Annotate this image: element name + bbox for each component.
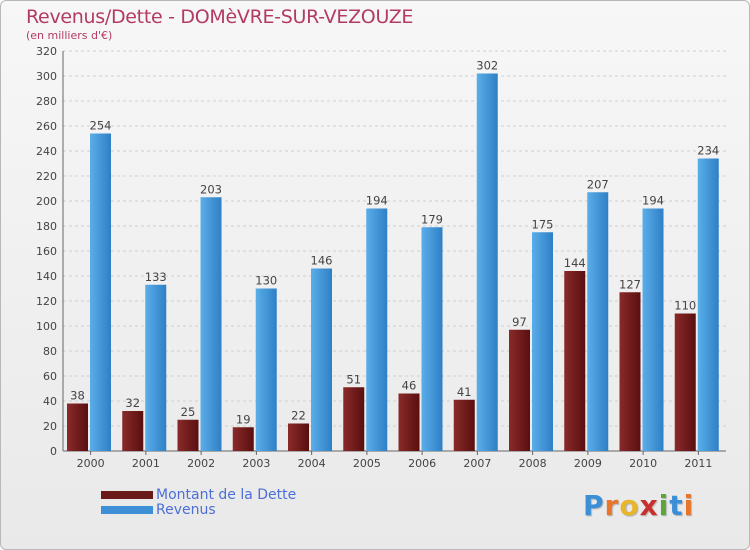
data-label: 46 xyxy=(402,379,417,393)
data-label: 130 xyxy=(255,274,277,288)
bar-dette xyxy=(122,411,144,451)
data-label: 234 xyxy=(697,144,719,158)
bar-dette xyxy=(564,271,586,451)
y-tick-label: 180 xyxy=(36,220,57,233)
bar-revenus xyxy=(421,227,443,451)
logo-letter: r xyxy=(604,489,620,522)
logo-letter: o xyxy=(619,489,640,522)
bar-dette xyxy=(619,292,641,451)
legend-swatch-revenus xyxy=(101,506,153,514)
y-tick-label: 40 xyxy=(43,395,57,408)
y-tick-label: 260 xyxy=(36,120,57,133)
x-tick-label: 2002 xyxy=(187,457,215,470)
bar-dette xyxy=(67,403,88,451)
data-label: 25 xyxy=(181,405,196,419)
data-label: 194 xyxy=(366,194,388,208)
x-tick-label: 2005 xyxy=(353,457,381,470)
y-tick-label: 100 xyxy=(36,320,57,333)
x-tick-label: 2000 xyxy=(77,457,105,470)
bar-revenus xyxy=(476,73,498,451)
data-label: 194 xyxy=(642,194,664,208)
bar-revenus xyxy=(642,208,664,451)
data-label: 146 xyxy=(311,254,333,268)
y-tick-label: 60 xyxy=(43,370,57,383)
y-tick-label: 160 xyxy=(36,245,57,258)
x-tick-label: 2008 xyxy=(519,457,547,470)
y-tick-label: 20 xyxy=(43,420,57,433)
bar-revenus xyxy=(366,208,388,451)
y-tick-label: 140 xyxy=(36,270,57,283)
logo-letter: i xyxy=(683,489,695,522)
bar-dette xyxy=(398,393,420,451)
bar-revenus xyxy=(145,284,167,451)
y-tick-label: 80 xyxy=(43,345,57,358)
data-label: 51 xyxy=(346,372,361,386)
y-tick-label: 200 xyxy=(36,195,57,208)
x-tick-label: 2011 xyxy=(684,457,712,470)
x-tick-label: 2004 xyxy=(298,457,326,470)
y-tick-label: 320 xyxy=(36,45,57,58)
bar-revenus xyxy=(90,133,111,451)
data-label: 302 xyxy=(476,59,498,73)
data-label: 133 xyxy=(145,270,167,284)
y-tick-label: 240 xyxy=(36,145,57,158)
data-label: 207 xyxy=(587,177,609,191)
data-label: 127 xyxy=(619,277,641,291)
bar-dette xyxy=(343,387,365,451)
bar-revenus xyxy=(587,192,609,451)
data-label: 175 xyxy=(532,217,554,231)
x-tick-label: 2006 xyxy=(408,457,436,470)
bar-dette xyxy=(509,329,530,451)
data-label: 38 xyxy=(70,389,85,403)
data-label: 97 xyxy=(512,315,527,329)
chart-title: Revenus/Dette - DOMèVRE-SUR-VEZOUZE xyxy=(26,6,414,28)
bar-dette xyxy=(288,423,309,451)
chart-subtitle: (en milliers d'€) xyxy=(26,29,113,42)
logo-letter: x xyxy=(639,489,659,522)
bar-revenus xyxy=(200,197,222,451)
logo-letter: i xyxy=(658,489,670,522)
legend-swatch-dette xyxy=(101,491,153,499)
data-label: 19 xyxy=(236,412,251,426)
logo-letter: t xyxy=(669,489,684,522)
y-tick-label: 300 xyxy=(36,70,57,83)
x-tick-label: 2009 xyxy=(574,457,602,470)
x-tick-label: 2010 xyxy=(629,457,657,470)
bar-dette xyxy=(674,313,696,451)
legend-label-dette: Montant de la Dette xyxy=(156,487,297,503)
data-label: 110 xyxy=(674,299,696,313)
y-tick-label: 0 xyxy=(50,445,57,458)
y-tick-label: 120 xyxy=(36,295,57,308)
data-label: 179 xyxy=(421,212,443,226)
y-tick-label: 280 xyxy=(36,95,57,108)
data-label: 41 xyxy=(457,385,472,399)
legend-label-revenus: Revenus xyxy=(156,502,216,518)
x-tick-label: 2001 xyxy=(132,457,160,470)
x-tick-label: 2003 xyxy=(242,457,270,470)
data-label: 144 xyxy=(564,256,586,270)
proxiti-logo: Proxiti xyxy=(583,489,694,522)
bar-revenus xyxy=(697,158,719,451)
y-tick-label: 220 xyxy=(36,170,57,183)
data-label: 32 xyxy=(125,396,140,410)
bar-dette xyxy=(177,419,199,451)
bar-revenus xyxy=(532,232,553,451)
data-label: 22 xyxy=(291,409,306,423)
bar-dette xyxy=(232,427,254,451)
x-tick-label: 2007 xyxy=(463,457,491,470)
data-label: 203 xyxy=(200,182,222,196)
bar-dette xyxy=(453,399,475,451)
bar-revenus xyxy=(311,268,332,451)
bar-revenus xyxy=(255,288,277,451)
logo-letter: P xyxy=(583,489,605,522)
data-label: 254 xyxy=(90,119,112,133)
